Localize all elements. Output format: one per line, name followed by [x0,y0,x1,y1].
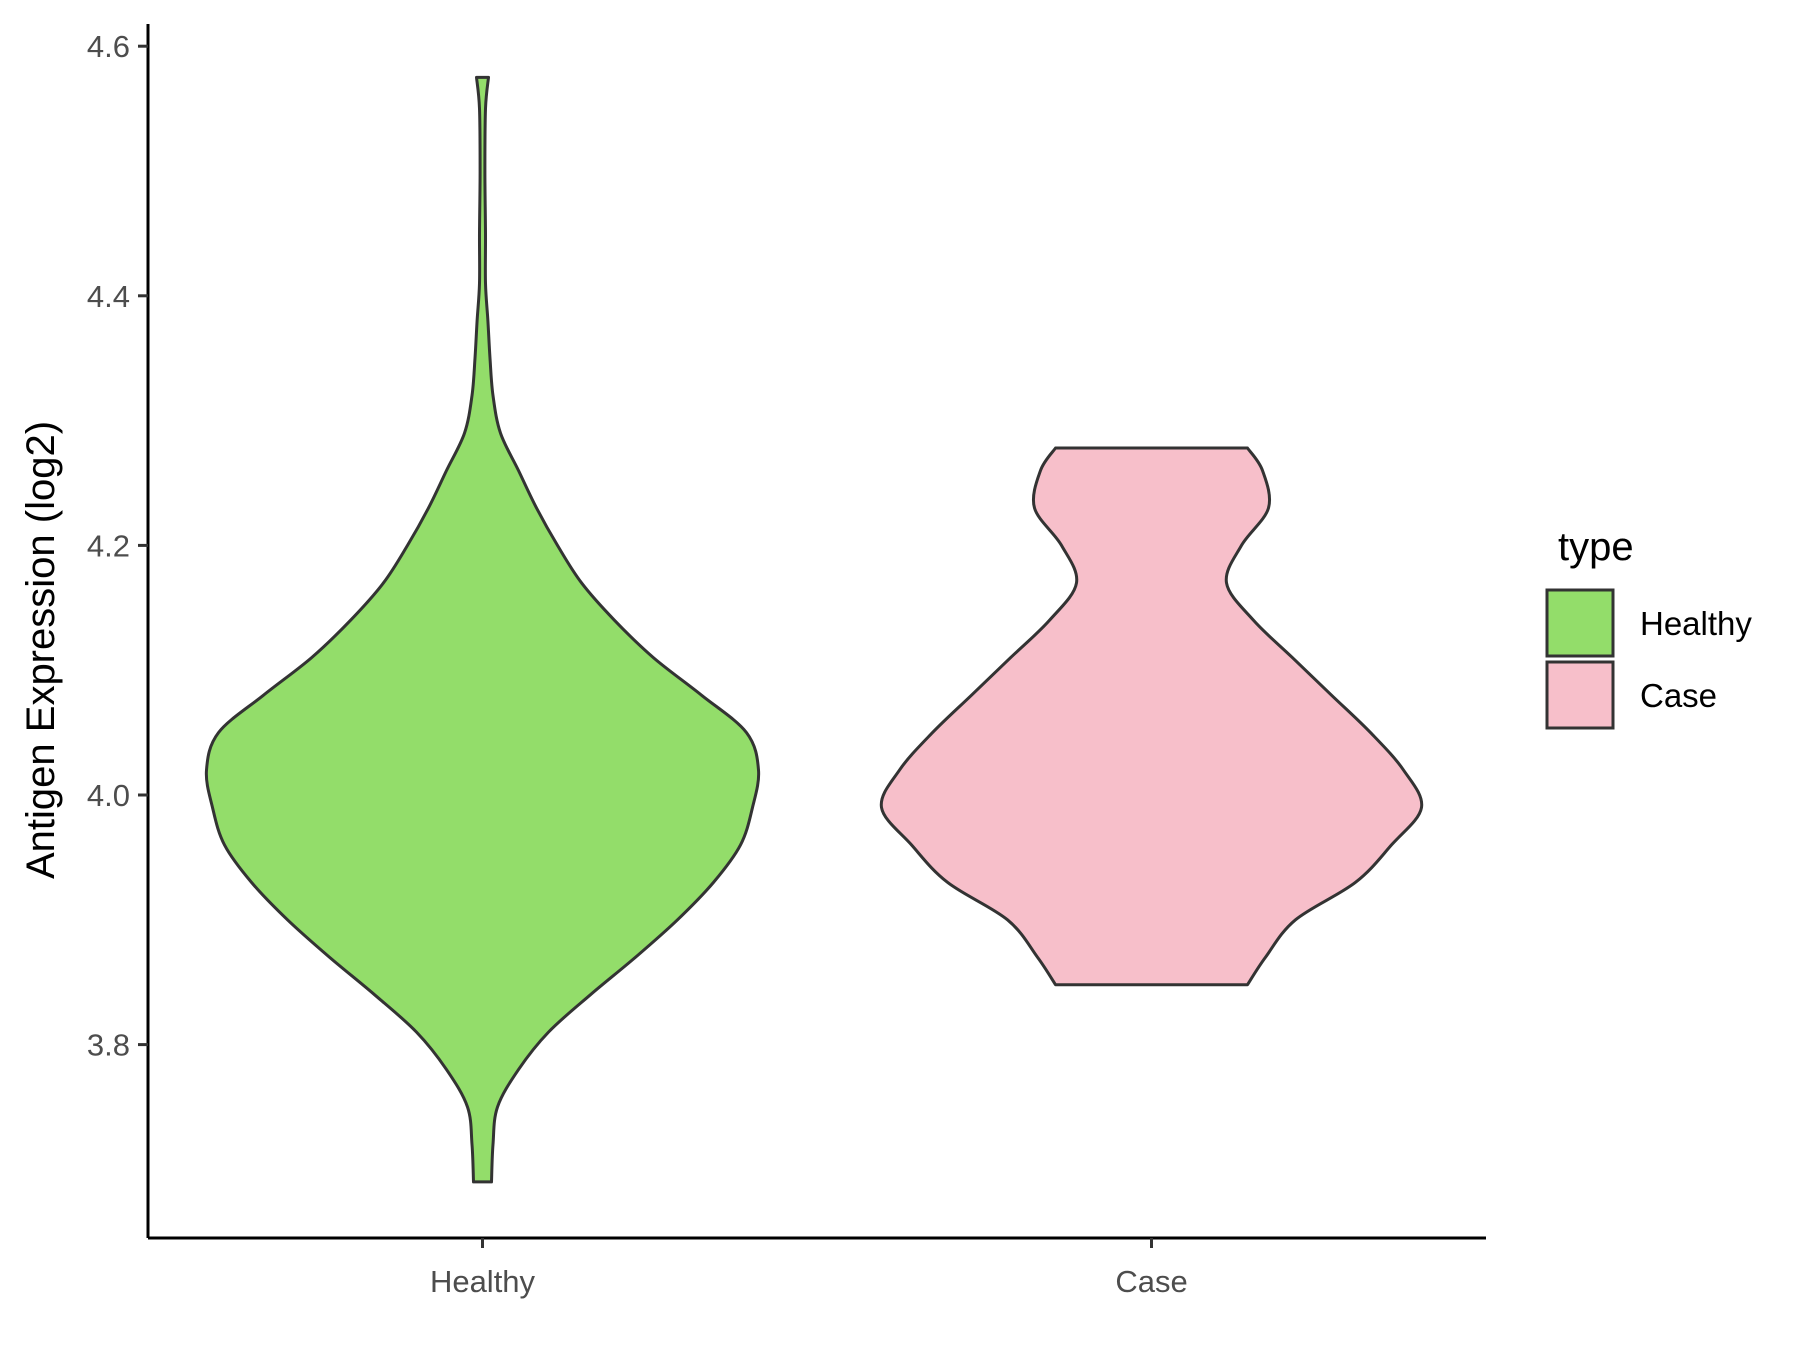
violin-layer [204,75,1424,1184]
y-tick-label: 4.0 [87,778,130,813]
legend: type Healthy Case [1545,525,1752,730]
y-tick-label: 4.6 [87,29,130,64]
violin-case [879,446,1424,987]
legend-entries: Healthy Case [1545,588,1752,730]
y-tick-label: 4.4 [87,279,130,314]
legend-label-healthy: Healthy [1640,605,1752,642]
y-tick-label: 4.2 [87,528,130,563]
y-tick-label: 3.8 [87,1028,130,1063]
y-axis-title: Antigen Expression (log2) [19,421,63,879]
x-tick-label-healthy: Healthy [430,1264,536,1299]
legend-label-case: Case [1640,677,1717,714]
legend-title: type [1558,525,1634,569]
legend-swatch-case [1545,660,1615,730]
legend-swatch-healthy [1545,588,1615,658]
x-tick-label-case: Case [1115,1264,1187,1299]
y-axis-ticks: 3.8 4.0 4.2 4.4 4.6 [87,29,148,1063]
violin-healthy [204,75,761,1184]
x-axis-ticks: Healthy Case [430,1238,1188,1299]
axes: 3.8 4.0 4.2 4.4 4.6 Healthy Case [87,24,1486,1299]
